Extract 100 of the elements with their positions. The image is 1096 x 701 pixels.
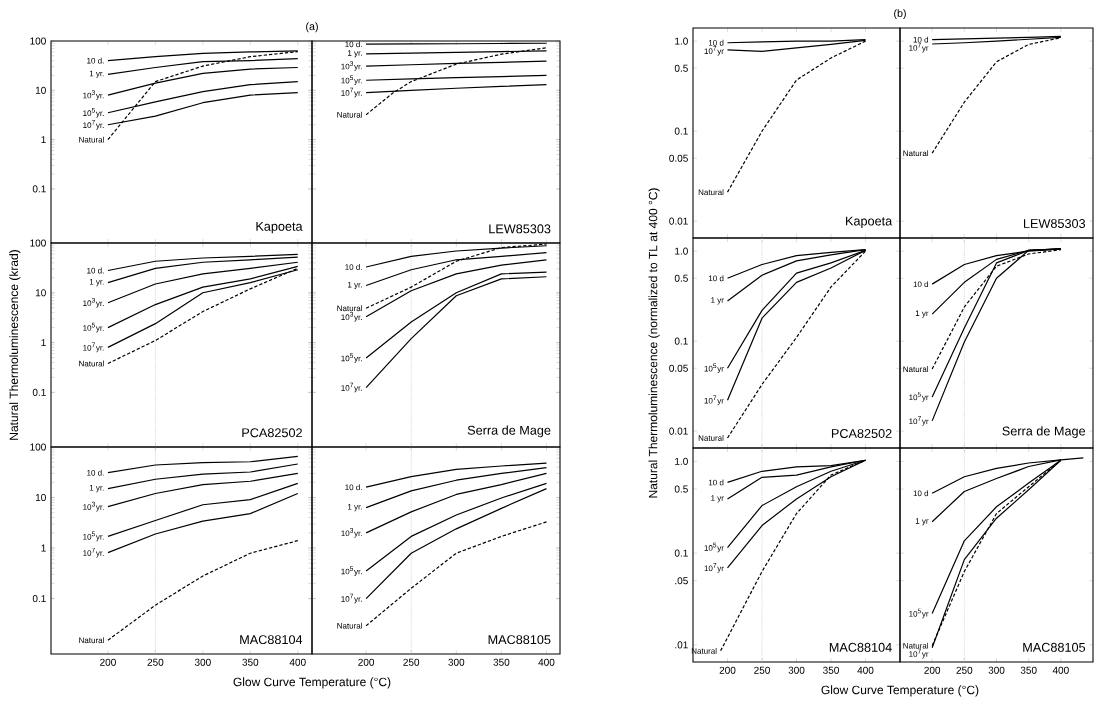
- series-label: 10$^{5}$yr.: [341, 353, 362, 363]
- series-label: 10 d.: [87, 267, 104, 274]
- series-label: 1 yr.: [89, 70, 104, 78]
- text: PCA82502: [831, 429, 892, 438]
- text: MAC88105: [1023, 642, 1086, 652]
- series-label: 10$^{7}$yr: [704, 395, 724, 406]
- series-label: 10 d: [708, 275, 724, 282]
- y-tick-label: 1.0: [675, 457, 688, 465]
- series-label: 10$^{7}$yr: [909, 42, 929, 53]
- series-label: 10$^{7}$yr.: [83, 547, 104, 558]
- series-label: 10 d: [913, 490, 929, 497]
- text: Kapoeta: [256, 221, 303, 234]
- x-tick-label: 350: [823, 666, 839, 674]
- x-tick-label: 200: [358, 658, 375, 666]
- series-label: Natural: [698, 435, 724, 441]
- y-tick-label: 1: [41, 544, 46, 552]
- x-tick-label: 200: [924, 666, 941, 674]
- series-label: 10 d: [913, 36, 929, 43]
- series-label: Natural: [79, 136, 104, 143]
- series-label: Natural: [337, 111, 362, 118]
- x-tick-label: 400: [857, 666, 874, 674]
- y-tick-label: .05: [675, 577, 688, 585]
- series-label: 10$^{7}$yr.: [341, 382, 362, 393]
- series-label: Natural: [79, 360, 104, 367]
- y-tick-label: 0.05: [669, 154, 688, 162]
- x-tick-label: 350: [493, 658, 510, 666]
- series-label: 10$^{7}$yr.: [83, 342, 104, 353]
- y-tick-label: 0.05: [669, 364, 688, 372]
- y-tick-label: 0.5: [674, 485, 688, 493]
- text: PCA82502: [242, 428, 302, 438]
- series-label: Natural: [903, 150, 929, 157]
- y-tick-label: 10: [35, 289, 46, 297]
- series-label: 1 yr.: [348, 281, 362, 290]
- series-label: 10$^{5}$yr: [909, 608, 929, 619]
- y-tick-label: 0.5: [674, 274, 688, 282]
- text: MAC88104: [829, 642, 892, 652]
- series-label: 10 d.: [87, 469, 104, 476]
- text: LEW85303: [489, 224, 551, 234]
- x-tick-label: 400: [1052, 666, 1069, 674]
- y-tick-label: 1: [41, 339, 46, 347]
- y-tick-label: 0.1: [32, 595, 46, 603]
- y-tick-label: 100: [30, 37, 46, 45]
- x-tick-label: 400: [289, 658, 306, 666]
- series-label: 10$^{7}$yr: [704, 563, 724, 573]
- series-label: 10$^{3}$yr.: [341, 311, 362, 322]
- series-label: 10$^{3}$yr.: [341, 61, 362, 71]
- y-tick-label: 1: [41, 136, 46, 144]
- series-label: 10$^{5}$yr.: [83, 107, 104, 118]
- series-label: Natural: [903, 642, 929, 649]
- x-tick-label: 250: [956, 666, 973, 674]
- x-tick-label: 200: [100, 658, 116, 666]
- series-label: 10 d.: [345, 41, 362, 48]
- series-label: Natural: [337, 622, 362, 629]
- series-label: 10$^{7}$yr: [909, 416, 929, 426]
- series-label: 1 yr: [915, 310, 929, 318]
- series-label: 1 yr.: [89, 485, 104, 493]
- series-label: 1 yr: [711, 297, 724, 305]
- series-label: 10$^{5}$yr: [704, 363, 724, 374]
- y-tick-label: 1.0: [675, 37, 688, 45]
- text: LEW85303: [1023, 219, 1086, 228]
- series-label: 10$^{7}$yr.: [341, 593, 362, 604]
- y-tick-label: 100: [30, 239, 46, 247]
- text: (b): [894, 9, 906, 20]
- series-label: 1 yr.: [348, 50, 362, 58]
- x-tick-label: 200: [719, 666, 736, 674]
- series-label: 1 yr.: [89, 279, 104, 287]
- y-tick-label: .01: [675, 641, 688, 649]
- series-label: 10 d.: [87, 57, 104, 64]
- series-label: 10 d: [708, 479, 724, 486]
- y-tick-label: 10: [35, 493, 46, 502]
- series-label: 10 d: [913, 281, 929, 288]
- y-tick-label: 0.1: [32, 185, 46, 193]
- text: MAC88104: [240, 635, 303, 645]
- x-tick-label: 300: [988, 666, 1005, 674]
- series-label: 10$^{3}$yr.: [83, 297, 104, 308]
- series-label: 1 yr: [711, 495, 724, 503]
- series-label: 10$^{5}$yr.: [341, 75, 362, 86]
- y-tick-label: 0.01: [669, 427, 688, 435]
- series-label: Natural: [698, 189, 724, 196]
- y-tick-label: 0.1: [674, 127, 688, 135]
- x-axis-title: Glow Curve Temperature (°C): [233, 677, 391, 689]
- y-tick-label: 0.1: [32, 388, 46, 396]
- y-tick-label: 100: [30, 443, 46, 451]
- text: MAC88105: [488, 635, 551, 645]
- series-label: 10$^{3}$yr.: [83, 501, 104, 512]
- y-tick-label: 1.0: [675, 247, 688, 255]
- x-tick-label: 300: [448, 658, 465, 666]
- y-tick-label: 10: [35, 86, 46, 94]
- text: (a): [306, 22, 318, 33]
- text: Serra de Mage: [467, 425, 551, 438]
- series-label: 10$^{3}$yr.: [83, 90, 104, 100]
- y-tick-label: 0.01: [669, 217, 688, 225]
- series-label: 10$^{7}$yr: [704, 45, 724, 56]
- series-label: 10$^{5}$yr: [909, 392, 929, 402]
- y-tick-label: 0.1: [674, 337, 688, 345]
- series-label: Natural: [337, 305, 362, 312]
- x-tick-label: 300: [788, 666, 805, 674]
- x-tick-label: 250: [403, 658, 420, 666]
- series-label: 10 d.: [345, 264, 362, 270]
- series-label: 10$^{5}$yr.: [83, 322, 104, 333]
